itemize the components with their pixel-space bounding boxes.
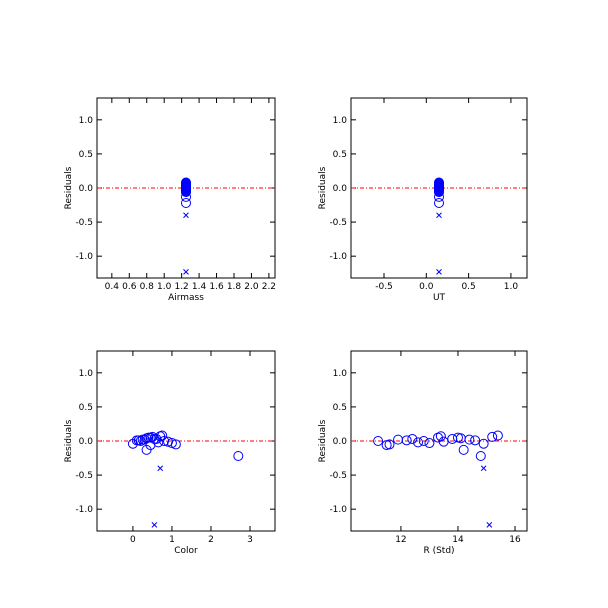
data-point xyxy=(447,433,458,444)
x-tick-label: 3 xyxy=(247,535,253,545)
data-point xyxy=(418,436,429,446)
x-tick-label: 0.5 xyxy=(461,282,475,292)
x-tick-label: 1.2 xyxy=(174,282,188,292)
data-point xyxy=(486,522,493,528)
panel: 12 14 16 1.0 0.5 0.0 -0.5 -1.0 R (Std) Residuals xyxy=(318,350,528,556)
data-point xyxy=(170,439,181,450)
data-point xyxy=(436,212,442,219)
x-tick-label: 2 xyxy=(208,535,214,545)
data-point xyxy=(464,434,475,445)
x-tick-label: 1 xyxy=(169,535,175,545)
x-tick-label: 1.4 xyxy=(192,282,207,292)
data-point xyxy=(137,434,148,445)
x-tick-label: 1.6 xyxy=(209,282,224,292)
y-tick-label: 1.0 xyxy=(333,369,348,379)
data-point xyxy=(183,212,189,219)
data-point xyxy=(143,432,154,443)
data-point xyxy=(393,434,404,445)
data-point xyxy=(381,440,392,451)
data-point xyxy=(127,438,138,449)
y-tick-label: 0.5 xyxy=(333,403,347,413)
y-axis-label: Residuals xyxy=(318,419,328,462)
x-tick-label: 0 xyxy=(130,535,136,545)
x-tick-label: 2.0 xyxy=(244,282,259,292)
x-tick-label: 12 xyxy=(395,535,406,545)
panel: 0.4 0.6 0.8 1.0 1.2 1.4 1.6 1.8 2.0 2.21.00.50.0-… xyxy=(64,97,276,303)
data-point xyxy=(373,436,384,446)
y-tick-label: 1.0 xyxy=(79,369,94,379)
data-point xyxy=(233,451,244,461)
data-point xyxy=(155,431,166,442)
x-tick-label: 2.2 xyxy=(262,282,276,292)
x-tick-label: 0.0 xyxy=(419,282,434,292)
data-point xyxy=(492,430,503,441)
data-point xyxy=(436,269,442,275)
y-tick-label: -1.0 xyxy=(329,505,347,515)
y-tick-label: -0.5 xyxy=(329,471,347,481)
data-point xyxy=(413,437,424,448)
data-point xyxy=(141,444,152,455)
data-point xyxy=(181,182,191,193)
x-tick-label: 1.0 xyxy=(157,282,172,292)
plot-frame xyxy=(96,350,276,532)
y-tick-label: -1.0 xyxy=(75,505,93,515)
x-tick-label: 14 xyxy=(452,535,464,545)
y-axis-label: Residuals xyxy=(318,166,328,209)
data-point xyxy=(401,435,412,446)
y-tick-label: 1.0 xyxy=(333,116,348,126)
data-point xyxy=(475,451,486,461)
x-axis-label: R (Std) xyxy=(423,546,454,556)
y-axis-label: Residuals xyxy=(64,166,74,209)
y-tick-label: -1.0 xyxy=(329,252,347,262)
y-tick-label: -0.5 xyxy=(75,471,93,481)
data-point xyxy=(183,269,189,275)
x-tick-label: -0.5 xyxy=(375,282,393,292)
y-tick-label: 1.0 xyxy=(79,116,94,126)
y-tick-label: -1.0 xyxy=(75,252,93,262)
x-axis-label: UT xyxy=(433,293,446,303)
data-point xyxy=(458,444,469,455)
data-point xyxy=(487,431,498,442)
data-point xyxy=(181,191,191,202)
data-point xyxy=(470,435,481,446)
data-point xyxy=(181,187,191,198)
data-point xyxy=(434,198,444,208)
data-point xyxy=(480,465,487,472)
y-tick-label: 0.0 xyxy=(79,437,94,447)
y-tick-label: 0.5 xyxy=(79,150,93,160)
x-tick-label: 1.0 xyxy=(504,282,519,292)
x-axis-label: Color xyxy=(174,546,198,556)
x-tick-label: 0.4 xyxy=(105,282,120,292)
data-point xyxy=(166,438,177,449)
data-point xyxy=(157,465,164,472)
data-point xyxy=(434,182,444,193)
y-tick-label: -0.5 xyxy=(329,218,347,228)
y-tick-label: 0.0 xyxy=(333,184,348,194)
panel: 0 1 2 3 1.0 0.5 0.0 -0.5 -1.0 Color Residuals xyxy=(64,350,276,556)
x-tick-label: 1.8 xyxy=(227,282,242,292)
x-tick-label: 16 xyxy=(509,535,521,545)
panel: -0.5 0.0 0.5 1.0 1.0 0.5 0.0 -0.5 -1.0 UT Residual… xyxy=(318,97,528,303)
x-axis-label: Airmass xyxy=(168,293,204,303)
y-tick-label: 0.5 xyxy=(79,403,93,413)
data-point xyxy=(181,198,191,208)
data-point xyxy=(452,432,463,443)
y-tick-label: 0.0 xyxy=(79,184,94,194)
x-tick-label: 0.8 xyxy=(140,282,155,292)
data-point xyxy=(151,522,158,528)
data-point xyxy=(133,435,144,446)
data-point xyxy=(435,431,446,442)
data-point xyxy=(434,191,444,202)
data-point xyxy=(424,438,435,449)
y-tick-label: 0.0 xyxy=(333,437,348,447)
data-point xyxy=(478,438,489,449)
y-tick-label: 0.5 xyxy=(333,150,347,160)
y-tick-label: -0.5 xyxy=(75,218,93,228)
x-tick-label: 0.6 xyxy=(122,282,137,292)
y-axis-label: Residuals xyxy=(64,419,74,462)
data-point xyxy=(434,187,444,198)
data-point xyxy=(407,433,418,444)
